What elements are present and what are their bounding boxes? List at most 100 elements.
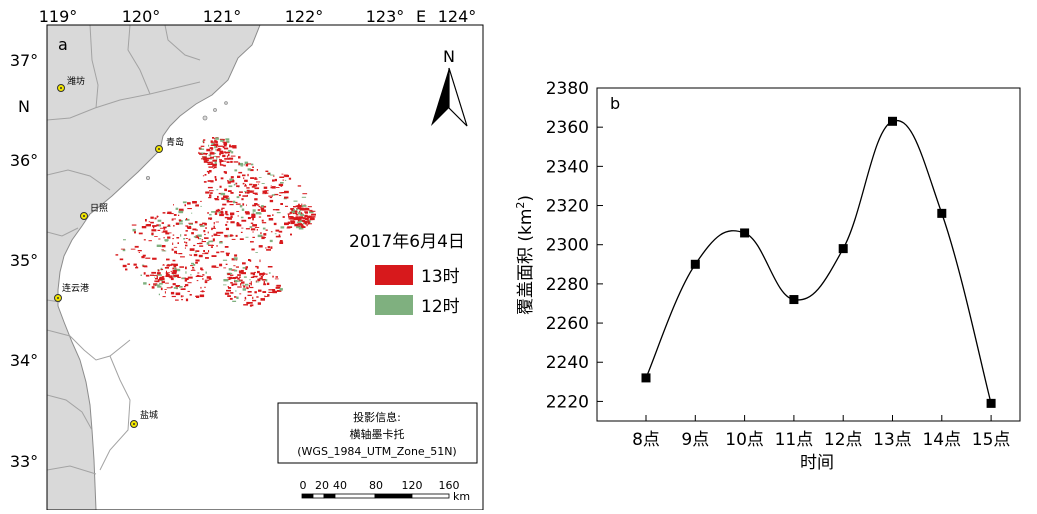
algae-patch (142, 254, 146, 257)
algae-patch (271, 194, 276, 196)
lon-tick-labels: 119° 120° 121° 122° 123° E 124° (39, 7, 477, 26)
algae-patch (187, 202, 191, 205)
algae-patch (217, 147, 221, 149)
algae-patch (133, 263, 137, 266)
algae-patch (258, 289, 262, 292)
algae-patch (166, 270, 167, 274)
algae-patch (263, 233, 267, 236)
algae-patch (214, 140, 216, 143)
algae-patch (199, 223, 203, 226)
algae-patch (280, 203, 283, 205)
algae-patch (254, 177, 257, 180)
algae-patch (240, 231, 243, 233)
algae-patch (274, 233, 277, 235)
coverage-markers (641, 116, 996, 408)
algae-patch (198, 151, 200, 154)
algae-patch (263, 186, 268, 189)
province-borders (47, 25, 201, 475)
algae-patch (272, 209, 276, 211)
algae-patch (242, 203, 245, 206)
algae-patch (198, 147, 201, 150)
algae-patch (186, 226, 191, 228)
y-axis-label-main: 覆盖面积 (km (516, 209, 536, 315)
algae-patch (268, 218, 274, 221)
map-legend: 2017年6月4日 13时 12时 (349, 232, 465, 317)
algae-patch (208, 250, 210, 253)
algae-patch (233, 269, 238, 272)
algae-patch (307, 206, 312, 208)
algae-patch (201, 239, 203, 241)
algae-patch (173, 267, 176, 270)
algae-patch (138, 232, 143, 235)
data-point-marker (838, 244, 848, 254)
algae-patch (238, 171, 243, 174)
legend-swatch-13 (375, 265, 413, 285)
algae-patch (293, 217, 296, 221)
algae-patch (219, 163, 222, 165)
algae-patch (156, 275, 158, 279)
algae-patch (185, 230, 188, 232)
algae-patch (165, 232, 170, 235)
algae-patch (255, 265, 258, 268)
algae-patch (202, 222, 206, 225)
algae-patch (178, 219, 182, 222)
algae-patch (261, 209, 266, 212)
algae-patch (239, 276, 241, 278)
data-point-marker (690, 259, 700, 269)
algae-patch (242, 195, 248, 197)
algae-patch (215, 211, 219, 213)
algae-patch (230, 212, 235, 216)
x-axis-label: 时间 (800, 453, 834, 473)
algae-patch (208, 144, 210, 147)
algae-patch (252, 224, 257, 227)
algae-patch (231, 145, 237, 148)
algae-patch (255, 212, 261, 215)
algae-patch (230, 176, 234, 179)
algae-patch (148, 283, 151, 286)
algae-patch (242, 174, 246, 177)
algae-patch (227, 180, 229, 182)
algae-patch (208, 166, 214, 168)
algae-patch (279, 176, 285, 178)
algae-patch (300, 219, 305, 222)
algae-patch (246, 163, 252, 165)
algae-patch (224, 171, 227, 174)
algae-patch (145, 274, 150, 277)
algae-patch (259, 277, 263, 280)
algae-patch (169, 275, 172, 279)
algae-patch (175, 285, 181, 287)
algae-patch (244, 283, 249, 286)
algae-patch (195, 235, 198, 239)
algae-patch (244, 300, 246, 301)
lon-axis-letter: E (416, 7, 426, 26)
algae-patch (172, 234, 175, 236)
algae-patch (183, 238, 186, 240)
algae-patch (167, 224, 171, 227)
algae-patch (225, 210, 228, 214)
algae-patch (273, 222, 277, 226)
algae-patch (178, 253, 183, 255)
algae-patch (228, 268, 233, 271)
algae-patch (226, 289, 231, 292)
algae-patch (254, 194, 258, 195)
algae-patch (161, 249, 164, 251)
algae-patch (246, 287, 249, 290)
algae-patch (223, 144, 227, 147)
algae-patch (213, 266, 219, 268)
algae-patch (209, 194, 212, 197)
algae-patch (232, 277, 237, 279)
algae-patch (304, 218, 309, 220)
algae-patch (241, 219, 247, 222)
algae-patch (141, 226, 147, 229)
algae-patch (199, 245, 204, 247)
algae-patch (261, 236, 265, 240)
algae-patch (248, 190, 253, 193)
y-tick-label: 2260 (546, 314, 589, 334)
algae-patch (168, 232, 172, 234)
algae-patch (306, 220, 310, 222)
algae-patch (208, 154, 212, 157)
algae-patch (232, 147, 237, 149)
x-tick-label: 11点 (775, 430, 814, 450)
algae-patch (262, 272, 265, 275)
algae-patch (249, 226, 253, 228)
